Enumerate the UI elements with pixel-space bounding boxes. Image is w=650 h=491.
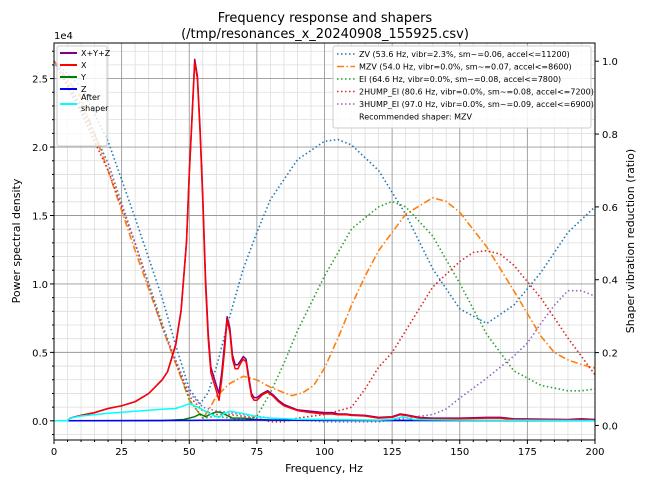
series-line-after-shaper <box>54 402 596 422</box>
x-tick-label: 25 <box>115 447 128 458</box>
y-tick-label: 0.0 <box>32 417 48 428</box>
legend-right-label: MZV (54.0 Hz, vibr=0.0%, sm~=0.07, accel… <box>359 63 572 72</box>
legend-left-label: X <box>81 61 87 70</box>
legend-left-label: Z <box>81 85 87 94</box>
legend-left-label: shaper <box>81 104 109 113</box>
x-axis-label: Frequency, Hz <box>285 462 363 475</box>
series-layer <box>53 58 596 423</box>
x-tick-label: 0 <box>51 447 57 458</box>
legend-left-box <box>56 45 108 147</box>
legend-left-label: After <box>81 93 101 102</box>
legend-left-label: Y <box>80 73 86 82</box>
y2-tick-label: 0.6 <box>602 203 618 214</box>
y2-axis-label: Shaper vibration reduction (ratio) <box>624 149 637 333</box>
x-tick-label: 150 <box>450 447 469 458</box>
x-tick-label: 175 <box>518 447 537 458</box>
chart-subtitle: (/tmp/resonances_x_20240908_155925.csv) <box>181 27 469 42</box>
legend-right-box <box>332 45 592 129</box>
y2-tick-label: 1.0 <box>602 57 618 68</box>
x-tick-label: 50 <box>183 447 196 458</box>
chart-title: Frequency response and shapers <box>218 11 433 26</box>
y-offset-label: 1e4 <box>54 31 73 42</box>
x-tick-label: 125 <box>383 447 402 458</box>
y-tick-label: 1.0 <box>32 280 48 291</box>
series-line-mzv <box>53 60 596 419</box>
legend-right-label: ZV (53.6 Hz, vibr=2.3%, sm~=0.06, accel<… <box>359 50 570 59</box>
y2-tick-label: 0.8 <box>602 130 618 141</box>
x-tick-label: 75 <box>251 447 264 458</box>
series-line-zv <box>53 60 596 405</box>
legend-right-label: 3HUMP_EI (97.0 Hz, vibr=0.0%, sm~=0.09, … <box>359 100 594 109</box>
ticks: 0 25 50 75 100 125 150 175 200 0.0 0.5 1.0 1.5 2.0 2.5… <box>32 50 618 458</box>
y2-tick-label: 0.4 <box>602 276 618 287</box>
legend-right-label: EI (64.6 Hz, vibr=0.0%, sm~=0.08, accel<… <box>359 75 561 84</box>
y2-tick-label: 0.0 <box>602 421 618 432</box>
y-axis-label: Power spectral density <box>10 178 23 303</box>
recommended-shaper-annotation: Recommended shaper: MZV <box>359 113 473 122</box>
y2-tick-label: 0.2 <box>602 349 618 360</box>
y-tick-label: 1.5 <box>32 211 48 222</box>
series-line-x <box>54 61 596 422</box>
legend-right: ZV (53.6 Hz, vibr=2.3%, sm~=0.06, accel<… <box>332 45 594 129</box>
x-tick-label: 100 <box>315 447 334 458</box>
y-tick-label: 0.5 <box>32 348 48 359</box>
x-tick-label: 200 <box>585 447 604 458</box>
y-tick-label: 2.0 <box>32 143 48 154</box>
y-tick-label: 2.5 <box>32 75 48 86</box>
legend-left-label: X+Y+Z <box>81 49 111 58</box>
legend-right-label: 2HUMP_EI (80.6 Hz, vibr=0.0%, sm~=0.08, … <box>359 88 594 97</box>
